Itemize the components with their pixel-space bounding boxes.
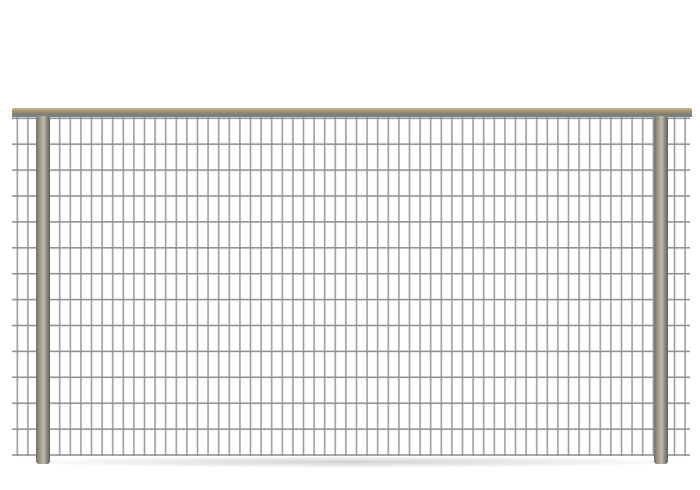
rail-edge bbox=[12, 115, 692, 117]
top-rail bbox=[12, 108, 692, 116]
right-post bbox=[654, 116, 668, 464]
ground-shadow bbox=[6, 456, 696, 468]
wire-mesh bbox=[12, 116, 690, 456]
left-post bbox=[36, 116, 50, 464]
